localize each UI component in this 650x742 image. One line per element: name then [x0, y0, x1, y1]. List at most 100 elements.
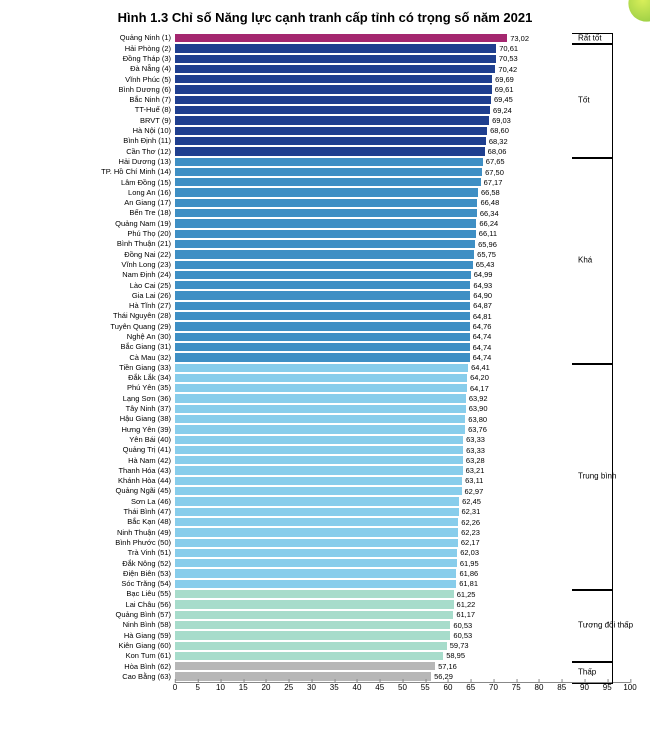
bar — [175, 34, 507, 42]
bar — [175, 631, 450, 639]
bar-row: Bình Dương (6)69,61 — [20, 84, 630, 94]
bar-area: 64,76 — [175, 321, 630, 331]
y-label: Thái Bình (47) — [20, 508, 175, 516]
bar-value: 64,20 — [467, 373, 489, 383]
x-tick: 80 — [535, 683, 544, 692]
bar — [175, 374, 467, 382]
bar-area: 62,26 — [175, 517, 630, 527]
bar — [175, 75, 492, 83]
bar-row: Hà Giang (59)60,53 — [20, 630, 630, 640]
y-label: Phú Yên (35) — [20, 384, 175, 392]
bar-value: 62,23 — [458, 527, 480, 537]
y-label: An Giang (17) — [20, 199, 175, 207]
bar-value: 69,69 — [492, 74, 514, 84]
bar — [175, 662, 435, 670]
bar-area: 64,99 — [175, 270, 630, 280]
bar-value: 68,32 — [486, 136, 508, 146]
group-label: Trung bình — [578, 471, 616, 480]
bar-row: Khánh Hòa (44)63,11 — [20, 476, 630, 486]
x-tick: 30 — [307, 683, 316, 692]
bar — [175, 312, 470, 320]
bar-value: 65,96 — [475, 239, 497, 249]
bar-value: 62,26 — [458, 517, 480, 527]
bar — [175, 611, 453, 619]
y-label: Nam Định (24) — [20, 271, 175, 279]
bar-row: Điện Biên (53)61,86 — [20, 568, 630, 578]
bar-area: 63,80 — [175, 414, 630, 424]
y-label: Lào Cai (25) — [20, 282, 175, 290]
bar — [175, 652, 443, 660]
y-label: Đồng Nai (22) — [20, 251, 175, 259]
y-label: Bình Định (11) — [20, 137, 175, 145]
bar-value: 63,80 — [465, 414, 487, 424]
bar — [175, 497, 459, 505]
bar-value: 66,34 — [477, 208, 499, 218]
x-tick: 40 — [353, 683, 362, 692]
y-label: Hải Phòng (2) — [20, 45, 175, 53]
bar-area: 67,65 — [175, 157, 630, 167]
bar-row: Sơn La (46)62,45 — [20, 496, 630, 506]
bar — [175, 364, 468, 372]
bar-area: 70,61 — [175, 43, 630, 53]
y-label: Hải Dương (13) — [20, 158, 175, 166]
x-tick: 0 — [173, 683, 177, 692]
bar-value: 65,43 — [473, 260, 495, 270]
bar-value: 62,97 — [462, 486, 484, 496]
bar-row: Bạc Liêu (55)61,25 — [20, 589, 630, 599]
bar-area: 66,24 — [175, 218, 630, 228]
bar-row: Thái Bình (47)62,31 — [20, 507, 630, 517]
bar-value: 63,33 — [463, 445, 485, 455]
bar-area: 63,21 — [175, 465, 630, 475]
bar-row: Sóc Trăng (54)61,81 — [20, 579, 630, 589]
bar-area: 60,53 — [175, 630, 630, 640]
bar-row: Hà Nội (10)68,60 — [20, 126, 630, 136]
y-label: Khánh Hòa (44) — [20, 477, 175, 485]
group-label: Tương đối thấp — [578, 621, 633, 630]
bar — [175, 271, 471, 279]
y-label: Tiền Giang (33) — [20, 364, 175, 372]
y-label: Bắc Giang (31) — [20, 343, 175, 351]
bar — [175, 405, 466, 413]
bar — [175, 147, 485, 155]
bar-row: Bình Phước (50)62,17 — [20, 538, 630, 548]
y-label: Thanh Hóa (43) — [20, 467, 175, 475]
bar-value: 73,02 — [507, 33, 529, 43]
bar — [175, 569, 456, 577]
y-label: Hà Nam (42) — [20, 457, 175, 465]
bar-value: 61,81 — [456, 579, 478, 589]
y-label: Trà Vinh (51) — [20, 549, 175, 557]
bar-row: Đà Nẵng (4)70,42 — [20, 64, 630, 74]
bar-value: 67,17 — [481, 177, 503, 187]
bar — [175, 477, 462, 485]
bar-value: 70,61 — [496, 43, 518, 53]
y-label: Bình Phước (50) — [20, 539, 175, 547]
y-label: Lâm Đồng (15) — [20, 179, 175, 187]
bar — [175, 456, 463, 464]
bar — [175, 549, 457, 557]
bar — [175, 230, 476, 238]
bar-row: Kon Tum (61)58,95 — [20, 651, 630, 661]
bar-value: 57,16 — [435, 661, 457, 671]
bar-row: Vĩnh Long (23)65,43 — [20, 260, 630, 270]
bar-value: 61,95 — [457, 558, 479, 568]
y-label: Tây Ninh (37) — [20, 405, 175, 413]
bar — [175, 106, 490, 114]
bar-row: Cần Thơ (12)68,06 — [20, 146, 630, 156]
bar — [175, 199, 477, 207]
bar-area: 66,34 — [175, 208, 630, 218]
y-label: Lạng Sơn (36) — [20, 395, 175, 403]
x-tick: 25 — [284, 683, 293, 692]
bar-value: 69,24 — [490, 105, 512, 115]
bar-value: 56,29 — [431, 671, 453, 681]
x-tick: 50 — [398, 683, 407, 692]
bar — [175, 302, 470, 310]
y-label: Nghệ An (30) — [20, 333, 175, 341]
y-label: TP. Hồ Chí Minh (14) — [20, 168, 175, 176]
bar — [175, 384, 467, 392]
bar-value: 60,53 — [450, 620, 472, 630]
bar-value: 64,93 — [470, 280, 492, 290]
bar-value: 63,76 — [465, 424, 487, 434]
bar-value: 61,86 — [456, 568, 478, 578]
y-label: Quảng Ngãi (45) — [20, 487, 175, 495]
bar-row: Quảng Bình (57)61,17 — [20, 610, 630, 620]
